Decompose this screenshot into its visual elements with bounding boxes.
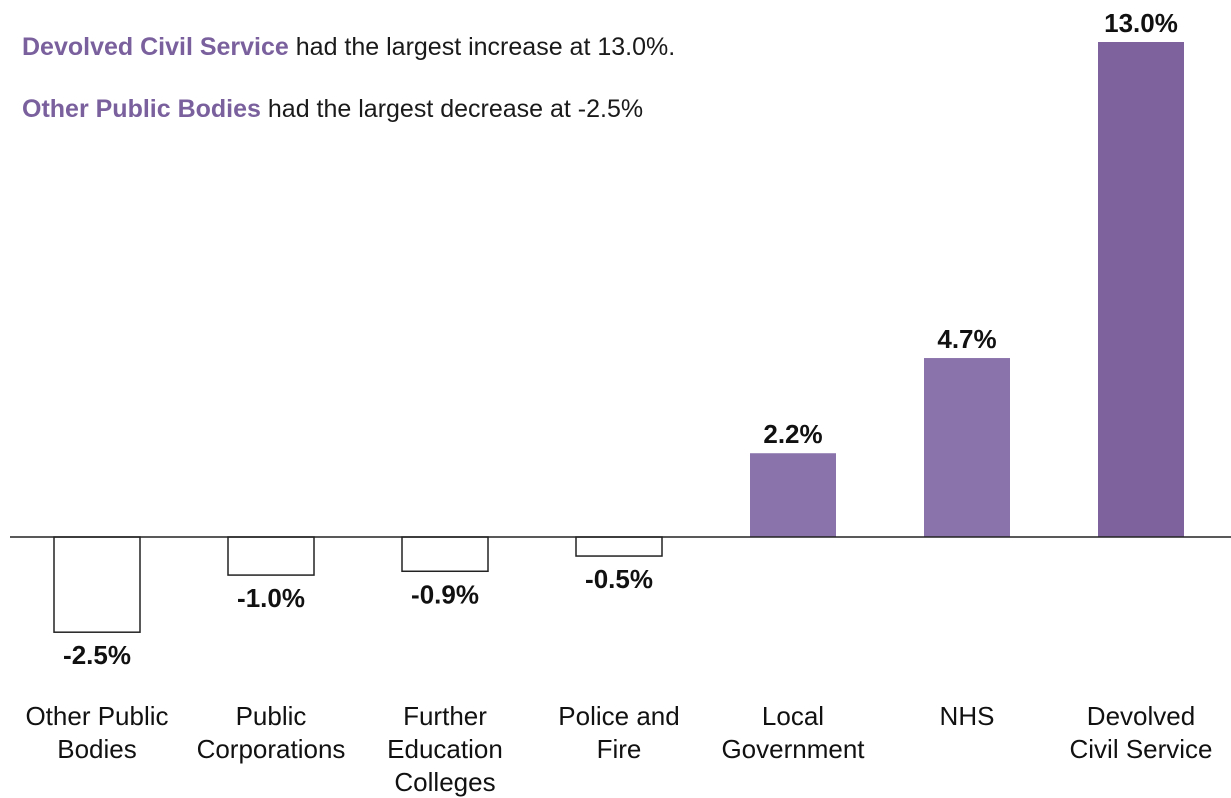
bars-group [53,42,1184,633]
category-label-2-1: Education [387,734,503,764]
bar-3 [575,536,663,557]
category-label-6-0: Devolved [1087,701,1195,731]
value-label-2: -0.9% [411,579,479,609]
bar-6 [1098,42,1184,537]
category-label-0-0: Other Public [25,701,168,731]
bar-0 [53,536,141,633]
category-label-5-0: NHS [940,701,995,731]
bar-5 [924,358,1010,537]
category-label-4-0: Local [762,701,824,731]
annotation-increase-highlight: Devolved Civil Service [22,33,289,61]
value-labels-group: -2.5% -1.0% -0.9% -0.5% 2.2% 4.7% 13.0% [63,8,1178,670]
category-label-1-1: Corporations [197,734,346,764]
category-label-6-1: Civil Service [1069,734,1212,764]
annotation-increase: Devolved Civil Service had the largest i… [22,32,675,72]
category-label-0-1: Bodies [57,734,137,764]
category-label-3-1: Fire [597,734,642,764]
bar-1 [227,536,315,576]
bar-2 [401,536,489,573]
value-label-1: -1.0% [237,583,305,613]
value-label-3: -0.5% [585,564,653,594]
annotation-increase-text: had the largest increase at 13.0%. [288,33,676,61]
annotation-decrease-text: had the largest decrease at -2.5% [260,95,644,123]
category-label-2-0: Further [403,701,487,731]
value-label-6: 13.0% [1104,8,1178,38]
annotation-decrease-highlight: Other Public Bodies [22,95,261,123]
value-label-5: 4.7% [937,324,996,354]
category-label-3-0: Police and [558,701,679,731]
annotation-decrease: Other Public Bodies had the largest decr… [22,94,675,134]
bar-4 [750,453,836,537]
annotations: Devolved Civil Service had the largest i… [22,32,675,156]
category-label-2-2: Colleges [394,767,495,797]
category-label-4-1: Government [721,734,865,764]
value-label-4: 2.2% [763,419,822,449]
category-label-1-0: Public [236,701,307,731]
value-label-0: -2.5% [63,640,131,670]
